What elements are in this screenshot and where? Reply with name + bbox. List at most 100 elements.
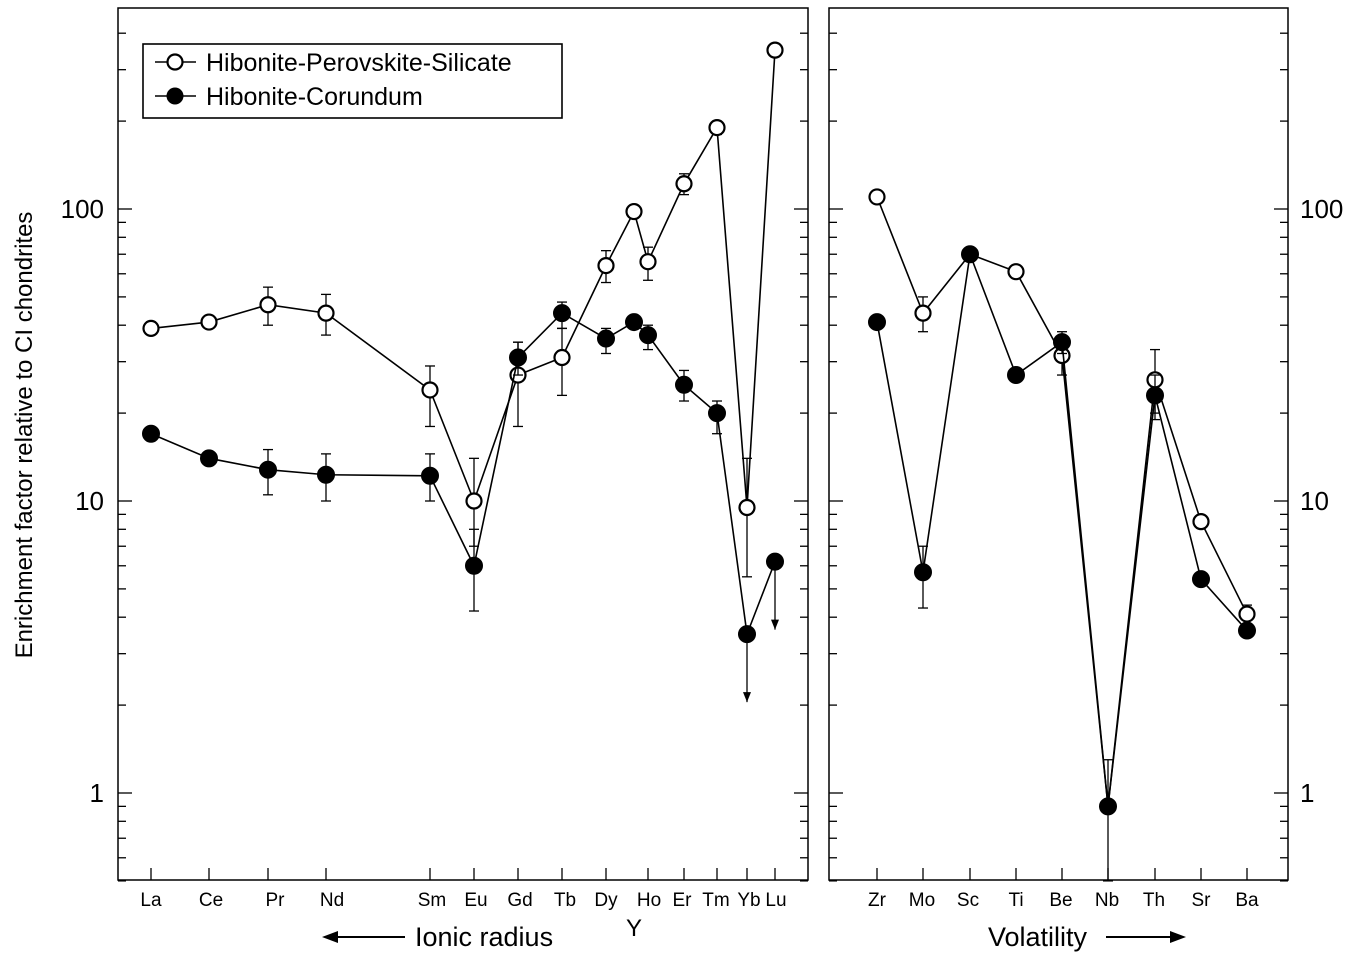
data-point-open [675, 175, 693, 193]
data-point-filled [639, 326, 657, 345]
data-point-filled [1099, 797, 1117, 816]
panel-refractory: 1 10 100 Zr Mo Sc Ti Be Nb Th Sr Ba Volatility [828, 7, 1343, 952]
y-tick-label: 10 [75, 486, 104, 516]
data-point-filled [1053, 333, 1071, 352]
x-tick-label: Mo [909, 890, 935, 911]
legend-marker-open [166, 53, 184, 71]
legend: Hibonite-Perovskite-Silicate Hibonite-Cor… [142, 43, 563, 119]
data-point-filled [142, 424, 160, 443]
data-point-filled [200, 449, 218, 468]
data-point-filled [1238, 621, 1256, 640]
data-point-filled [317, 465, 335, 484]
data-point-open [259, 296, 277, 314]
x-tick-label: Pr [266, 890, 286, 911]
data-point-open [1238, 605, 1256, 623]
x-tick-label: Nb [1095, 890, 1119, 911]
data-point-filled [961, 245, 979, 264]
arrow-head [322, 931, 338, 943]
plot-frame [117, 7, 809, 881]
plot-frame [828, 7, 1289, 881]
legend-entry: Hibonite-Perovskite-Silicate [155, 49, 512, 77]
y-tick-label: 100 [61, 194, 104, 224]
x-tick-label: Ho [637, 890, 661, 911]
data-point-filled [868, 313, 886, 332]
data-point-open [708, 119, 726, 137]
x-tick-label: Er [673, 890, 693, 911]
x-tick-label: Th [1143, 890, 1165, 911]
data-point-filled [625, 313, 643, 332]
x-axis-label: Ionic radius [415, 922, 553, 952]
data-point-filled [1146, 386, 1164, 405]
x-tick-label: Nd [320, 890, 344, 911]
x-tick-label: Ce [199, 890, 223, 911]
x-tick-label: Gd [507, 890, 532, 911]
series-open [868, 188, 1256, 882]
x-extra-label: Y [626, 915, 642, 942]
x-tick-label: Zr [868, 890, 887, 911]
series-filled [868, 245, 1256, 816]
data-point-filled [766, 552, 784, 571]
data-point-filled [914, 563, 932, 582]
legend-box [142, 43, 563, 119]
upper-limit-arrowhead [771, 619, 779, 630]
data-point-filled [675, 375, 693, 394]
panel-ree: 1 10 100 La Ce Pr Nd Sm Eu Gd Tb Dy Ho Er Tm Yb Lu Y Ionic… [61, 7, 809, 952]
y-tick-label: 100 [1300, 194, 1343, 224]
legend-entry: Hibonite-Corundum [155, 83, 423, 111]
data-point-open [553, 348, 571, 367]
x-tick-label: Sr [1192, 890, 1212, 911]
data-point-open [1007, 263, 1025, 281]
x-tick-label: Tm [702, 890, 729, 911]
x-tick-label: Ti [1008, 890, 1023, 911]
series-filled [142, 301, 784, 703]
y-tick-label: 1 [90, 778, 104, 808]
x-axis-label-group: Ionic radius [322, 922, 553, 952]
y-tick-label: 1 [1300, 778, 1314, 808]
data-point-open [639, 253, 657, 271]
data-point-filled [597, 329, 615, 348]
data-point-filled [738, 625, 756, 644]
data-point-filled [1192, 570, 1210, 589]
x-axis-label-group: Volatility [988, 922, 1186, 952]
data-point-open [625, 202, 643, 221]
data-point-open [1192, 513, 1210, 531]
data-point-filled [708, 404, 726, 423]
data-point-filled [465, 556, 483, 575]
legend-label: Hibonite-Perovskite-Silicate [206, 49, 512, 77]
upper-limit-arrowhead [743, 692, 751, 703]
data-point-open [465, 492, 483, 510]
data-point-open [738, 498, 756, 517]
x-tick-label: Sc [957, 890, 979, 911]
y-tick-label: 10 [1300, 486, 1329, 516]
data-point-open [597, 256, 615, 275]
data-point-open [317, 304, 335, 322]
data-point-open [868, 188, 886, 206]
x-tick-label: Tb [554, 890, 576, 911]
x-tick-label: Eu [464, 890, 487, 911]
data-point-open [914, 304, 932, 322]
arrow-head [1170, 931, 1186, 943]
data-point-open [766, 41, 784, 59]
legend-marker-filled [166, 87, 184, 105]
x-tick-label: Yb [737, 890, 760, 911]
data-point-filled [509, 348, 527, 367]
data-point-filled [421, 466, 439, 485]
x-tick-label: Dy [594, 890, 618, 911]
data-point-open [200, 313, 218, 331]
data-point-filled [1007, 366, 1025, 385]
data-point-open [142, 319, 160, 338]
series-open [142, 41, 784, 578]
x-tick-label: Lu [765, 890, 786, 911]
data-point-filled [553, 304, 571, 323]
series-line [876, 196, 1248, 807]
x-tick-label: Sm [418, 890, 447, 911]
x-tick-label: Be [1049, 890, 1072, 911]
data-point-filled [259, 460, 277, 479]
legend-label: Hibonite-Corundum [206, 83, 423, 111]
data-point-open [421, 381, 439, 399]
y-axis-label: Enrichment factor relative to CI chondri… [11, 212, 38, 659]
x-tick-label: La [140, 890, 162, 911]
x-tick-label: Ba [1235, 890, 1259, 911]
x-axis-label: Volatility [988, 922, 1088, 952]
